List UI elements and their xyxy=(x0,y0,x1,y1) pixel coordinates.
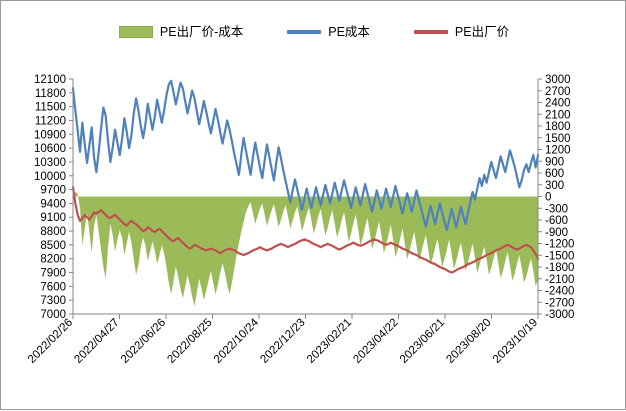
right-axis-tick-label: -2400 xyxy=(545,286,574,298)
line-path-cost xyxy=(71,79,540,232)
left-axis-tick-label: 11500 xyxy=(35,102,66,114)
legend-entry-spread[interactable]: PE出厂价-成本 xyxy=(118,25,244,39)
left-axis-tick-label: 10300 xyxy=(34,157,66,169)
category-axis-tick-label: 2023/04/22 xyxy=(351,317,400,366)
left-axis-tick-label: 8800 xyxy=(40,226,66,238)
left-axis-tick-label: 9400 xyxy=(40,198,66,210)
right-axis-tick-label: -900 xyxy=(545,227,568,239)
right-axis-tick-label: -1800 xyxy=(545,262,574,274)
legend-swatch-area-icon xyxy=(118,26,153,38)
category-axis-tick-label: 2023/06/21 xyxy=(398,317,447,366)
right-axis-tick-label: -300 xyxy=(545,203,568,215)
left-axis-tick-label: 9100 xyxy=(40,212,66,224)
series-price-line xyxy=(71,186,540,274)
left-axis-tick-label: 7000 xyxy=(40,309,66,321)
right-axis-tick-label: 2100 xyxy=(545,109,571,121)
category-axis-tick-label: 2022/10/24 xyxy=(212,316,262,366)
right-axis-tick-label: 1800 xyxy=(545,121,571,133)
category-axis-tick-label: 2023/08/20 xyxy=(444,317,493,366)
right-axis-ticks xyxy=(538,78,542,315)
category-axis-tick-label: 2022/08/25 xyxy=(165,317,214,366)
legend-label-price: PE出厂价 xyxy=(454,25,510,39)
right-axis-tick-label: 2400 xyxy=(545,98,571,110)
right-axis-tick-label: -3000 xyxy=(545,309,574,321)
category-axis-tick-label: 2023/10/19 xyxy=(491,317,540,366)
left-axis-tick-label: 10000 xyxy=(34,171,66,183)
series-cost-line xyxy=(71,79,540,232)
left-axis-ticks xyxy=(69,78,73,315)
category-axis-labels: 2022/02/262022/04/272022/06/262022/08/25… xyxy=(26,316,540,366)
legend-entry-price[interactable]: PE出厂价 xyxy=(413,25,510,39)
right-axis-tick-label: 1500 xyxy=(545,133,571,145)
right-axis-tick-label: -2100 xyxy=(545,274,574,286)
right-axis-tick-label: -1200 xyxy=(545,239,574,251)
line-path-price xyxy=(71,186,540,274)
left-axis-tick-label: 12100 xyxy=(34,74,66,86)
left-axis-tick-label: 7300 xyxy=(40,295,66,307)
right-axis-labels: 30002700240021001800150012009006003000-3… xyxy=(545,74,574,321)
category-axis-tick-label: 2022/02/26 xyxy=(26,317,75,366)
category-axis-tick-label: 2022/04/27 xyxy=(72,317,121,366)
legend-swatch-line-red-icon xyxy=(413,30,448,34)
right-axis-tick-label: 0 xyxy=(545,192,551,204)
left-axis-tick-label: 8500 xyxy=(40,240,66,252)
right-axis-tick-label: 600 xyxy=(545,168,564,180)
right-axis-tick-label: 3000 xyxy=(545,74,571,86)
right-axis-tick-label: -2700 xyxy=(545,297,574,309)
legend-swatch-line-blue-icon xyxy=(287,30,322,34)
right-axis-tick-label: -600 xyxy=(545,215,568,227)
category-axis-tick-label: 2023/02/21 xyxy=(305,317,354,366)
category-axis-ticks xyxy=(72,314,539,319)
left-axis-tick-label: 11200 xyxy=(35,115,66,127)
left-axis-tick-label: 10600 xyxy=(34,143,66,155)
area-path-spread xyxy=(73,191,538,307)
left-axis-tick-label: 11800 xyxy=(35,88,66,100)
left-axis-tick-label: 7900 xyxy=(40,268,66,280)
right-axis-tick-label: 2700 xyxy=(545,86,571,98)
left-axis-tick-label: 10900 xyxy=(34,129,66,141)
legend-label-spread: PE出厂价-成本 xyxy=(159,25,244,39)
legend-label-cost: PE成本 xyxy=(328,25,370,39)
series-spread-area xyxy=(73,191,538,307)
right-axis-tick-label: 900 xyxy=(545,156,564,168)
right-axis-tick-label: -1500 xyxy=(545,250,574,262)
category-axis-tick-label: 2022/12/23 xyxy=(258,317,307,366)
axis-lines xyxy=(72,79,539,315)
category-axis-tick-label: 2022/06/26 xyxy=(119,317,168,366)
legend-entry-cost[interactable]: PE成本 xyxy=(287,25,370,39)
left-axis-tick-label: 9700 xyxy=(40,185,66,197)
right-axis-tick-label: 1200 xyxy=(545,145,571,157)
left-axis-tick-label: 8200 xyxy=(40,254,66,266)
right-axis-tick-label: 300 xyxy=(545,180,564,192)
left-axis-tick-label: 7600 xyxy=(40,281,66,293)
chart-legend: PE出厂价-成本 PE成本 PE出厂价 xyxy=(1,19,626,45)
